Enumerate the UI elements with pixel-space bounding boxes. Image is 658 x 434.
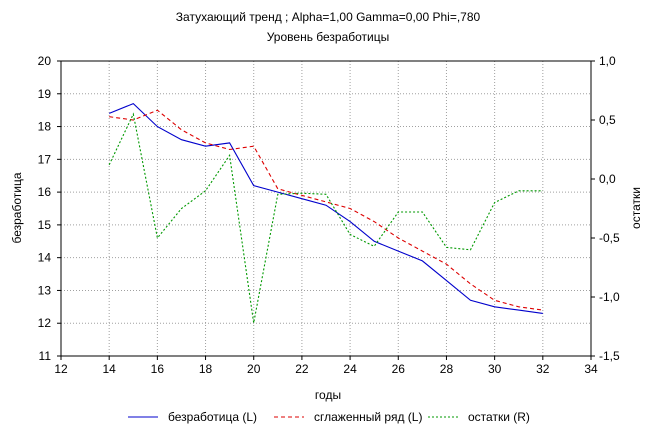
y-right-tick-label: -0,5: [599, 231, 620, 245]
series-line-3: [108, 112, 543, 324]
chart-title: Затухающий тренд ; Alpha=1,00 Gamma=0,00…: [176, 10, 481, 24]
x-tick-label: 26: [392, 362, 406, 376]
y-right-tick-label: -1,5: [599, 349, 620, 363]
plot-frame: [60, 60, 592, 357]
y-right-tick-label: 1,0: [599, 54, 616, 68]
y-left-tick-label: 12: [38, 316, 52, 330]
series-line-1: [108, 102, 543, 314]
y-left-tick-label: 18: [38, 120, 52, 134]
x-tick-label: 18: [199, 362, 213, 376]
y-axis-left: 11 12 13 14 15 16 17 18 19 20: [38, 54, 61, 363]
legend-label: сглаженный ряд (L): [314, 410, 422, 424]
y-left-tick-label: 13: [38, 283, 52, 297]
x-tick-label: 28: [440, 362, 454, 376]
y-right-tick-label: 0,5: [599, 113, 616, 127]
chart-subtitle: Уровень безработицы: [267, 30, 390, 44]
x-tick-label: 14: [103, 362, 117, 376]
x-tick-label: 32: [536, 362, 550, 376]
legend-label: остатки (R): [468, 410, 530, 424]
x-tick-label: 16: [151, 362, 165, 376]
x-tick-label: 22: [295, 362, 309, 376]
x-tick-label: 34: [584, 362, 598, 376]
y-axis-right: 1,0 0,5 0,0 -0,5 -1,0 -1,5: [591, 54, 620, 363]
y-left-tick-label: 14: [38, 251, 52, 265]
x-tick-label: 24: [343, 362, 357, 376]
y-left-tick-label: 15: [38, 218, 52, 232]
legend: безработица (L) сглаженный ряд (L) остатки…: [128, 410, 530, 424]
grid: [61, 61, 591, 356]
y-left-tick-label: 11: [39, 349, 52, 363]
x-tick-label: 12: [54, 362, 68, 376]
series-line-2: [109, 109, 543, 311]
x-tick-label: 20: [247, 362, 261, 376]
series-lines: [108, 102, 543, 324]
y-axis-left-label: безработица: [10, 172, 24, 243]
y-left-tick-label: 17: [38, 152, 52, 166]
y-left-tick-label: 16: [38, 185, 52, 199]
y-right-tick-label: 0,0: [599, 172, 616, 186]
x-tick-label: 30: [488, 362, 502, 376]
y-left-tick-label: 19: [38, 87, 52, 101]
y-right-tick-label: -1,0: [599, 290, 620, 304]
y-left-tick-label: 20: [38, 54, 52, 68]
legend-label: безработица (L): [168, 410, 257, 424]
x-axis: 12 14 16 18 20 22 24 26 28 30 32 34: [54, 356, 598, 376]
x-axis-label: годы: [315, 388, 341, 402]
y-axis-right-label: остатки: [629, 187, 643, 229]
